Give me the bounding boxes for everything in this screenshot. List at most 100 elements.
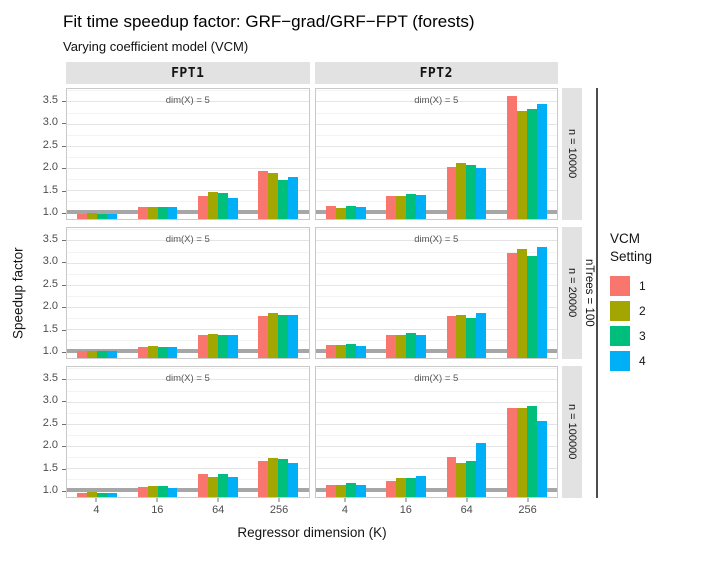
bar [325,344,336,358]
bar [97,213,108,219]
y-tick-label: 2.0 [42,161,58,174]
gridline-minor [315,318,557,320]
gridline-minor [67,229,309,231]
x-tick-label: 16 [399,504,412,516]
panel-annotation: dim(X) = 5 [165,234,210,245]
y-axis-labels: 1.0 1.5 2.0 2.5 3.0 3.5 [28,366,66,498]
bar [258,171,269,219]
gridline-minor [67,201,309,203]
panel-annotation: dim(X) = 5 [414,234,459,245]
gridline-major [315,190,557,192]
y-tick-label: 3.0 [42,116,58,129]
y-tick-mark [62,284,66,286]
bar [137,207,148,219]
gridline-minor [315,434,557,436]
gridline-minor [315,179,557,181]
panel-annotation: dim(X) = 5 [414,373,459,384]
bar [258,315,269,358]
bar-groups [67,228,309,358]
gridline-minor [67,368,309,370]
bar [87,350,98,358]
gridline-minor [315,201,557,203]
gridline-minor [67,434,309,436]
bar-groups [67,367,309,497]
bar [167,487,178,497]
gridline-minor [315,90,557,92]
bar [147,206,158,219]
bar [207,477,218,497]
reference-line [67,349,309,354]
bar [77,213,88,219]
gridline-major [67,423,309,425]
bar [526,109,537,219]
chart-title: Fit time speedup factor: GRF−grad/GRF−FP… [63,12,475,31]
legend-keys: 1 2 3 4 [610,275,716,376]
legend-key-label: 1 [639,278,646,293]
gridline-minor [315,368,557,370]
y-tick-mark [62,352,66,354]
bar [416,194,426,219]
bar [345,205,356,219]
bar [147,346,158,358]
bar-group [497,367,557,497]
y-tick-label: 3.0 [42,394,58,407]
bar [345,483,356,497]
bar [268,173,279,219]
bar [345,344,356,358]
bar [87,492,98,497]
x-axis-labels: 4 16 64 256 [315,498,559,518]
bar [526,405,537,497]
bar [335,207,346,219]
gridline-minor [67,457,309,459]
x-tick-label: 64 [212,504,225,516]
bar [536,246,547,358]
bar [325,485,336,497]
panel-annotation: dim(X) = 5 [165,373,210,384]
gridline-minor [315,412,557,414]
bar [466,461,477,497]
y-tick-label: 2.0 [42,300,58,313]
bar-group [67,228,127,358]
bar [278,180,289,219]
bar [355,485,366,497]
y-tick-mark [62,213,66,215]
gridline-minor [315,273,557,275]
y-tick-label: 1.5 [42,461,58,474]
gridline-minor [67,90,309,92]
bar [278,458,289,497]
y-tick-mark [62,123,66,125]
gridline-major [67,379,309,381]
chart-area: Speedup factor FPT1 FPT2 n = 10000 n = 20000… [8,62,716,544]
gridline-minor [315,340,557,342]
gridline-minor [315,390,557,392]
facet-panel: dim(X) = 5 [314,88,558,220]
bar [386,480,397,497]
x-tick-mark [95,498,97,502]
legend-swatch [610,275,630,296]
y-tick-label: 2.5 [42,416,58,429]
y-tick-label: 3.5 [42,371,58,384]
bar [406,193,417,219]
bar [157,346,168,358]
bar [167,207,178,219]
y-tick-label: 3.5 [42,93,58,106]
gridline-major [315,306,557,308]
gridline-major [315,468,557,470]
bar [516,249,527,358]
y-tick-label: 2.0 [42,439,58,452]
x-tick-mark [156,498,158,502]
bar [516,111,527,219]
gridline-major [67,329,309,331]
legend: VCM Setting 1 2 3 4 [598,62,716,544]
facet-grid: Speedup factor FPT1 FPT2 n = 10000 n = 20000… [8,62,598,544]
gridline-minor [67,479,309,481]
facet-col-strip: FPT1 [66,62,310,84]
gridline-major [315,329,557,331]
bar [466,165,477,219]
bar [516,407,527,497]
bar [446,456,457,497]
y-axis-title: Speedup factor [10,247,26,339]
gridline-minor [67,390,309,392]
bar [396,478,407,497]
bar-group [316,228,376,358]
